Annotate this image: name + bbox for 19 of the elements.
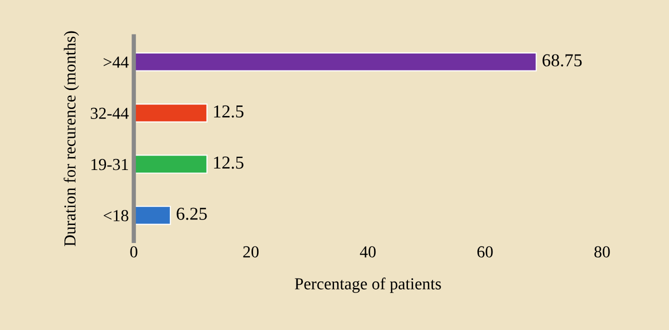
- x-tick-label: 0: [130, 246, 138, 258]
- y-tick-label: <18: [104, 210, 128, 222]
- data-label: 12.5: [214, 105, 244, 118]
- bar: [134, 154, 208, 174]
- bar: [134, 52, 537, 72]
- x-tick-label: 40: [360, 246, 376, 258]
- bar: [134, 104, 208, 123]
- y-axis-title: Duration for recurence (months): [64, 31, 79, 246]
- bar: [134, 206, 171, 225]
- x-tick-label: 80: [594, 246, 610, 258]
- y-tick-label: 32-44: [90, 108, 129, 119]
- data-label: 6.25: [176, 208, 207, 220]
- x-tick-label: 20: [243, 246, 259, 258]
- y-tick-label: 19-31: [92, 158, 128, 170]
- x-tick-label: 60: [477, 246, 493, 258]
- data-label: 68.75: [542, 54, 582, 66]
- x-axis-title: Percentage of patients: [294, 278, 441, 293]
- data-label: 12.5: [214, 156, 244, 169]
- y-tick-label: >44: [104, 56, 129, 68]
